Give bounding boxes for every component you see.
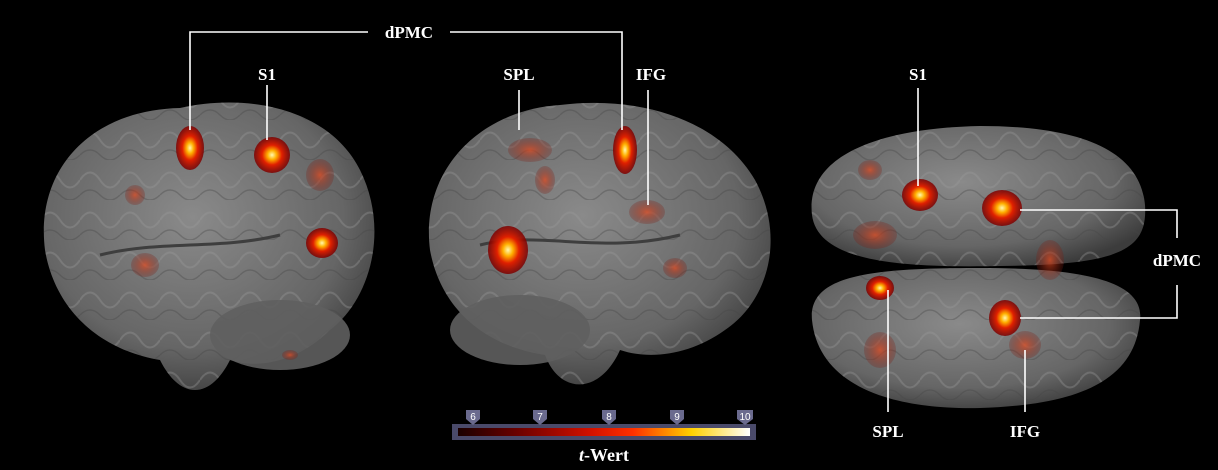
colorbar-tick: 6 [466, 410, 480, 425]
activation-blob [858, 160, 882, 180]
label-dpmc-top: dPMC [385, 23, 433, 42]
label-dpmc-right: dPMC [1153, 251, 1201, 270]
colorbar: 6 7 8 9 10 t-Wert [452, 410, 756, 465]
colorbar-gradient [458, 428, 750, 436]
activation-blob [254, 137, 290, 173]
activation-blob [982, 190, 1022, 226]
activation-blob [866, 276, 894, 300]
colorbar-tick-label: 8 [606, 412, 612, 423]
label-ifg-right: IFG [1010, 422, 1040, 441]
colorbar-tick-label: 7 [537, 412, 543, 423]
colorbar-tick-label: 6 [470, 412, 476, 423]
activation-blob [902, 179, 938, 211]
leader-lines [189, 31, 1178, 412]
label-ifg-middle: IFG [636, 65, 666, 84]
brain-middle-lateral [428, 102, 771, 385]
caption-rest: -Wert [584, 445, 629, 465]
label-s1-right: S1 [909, 65, 927, 84]
brain-left-lateral [43, 102, 375, 390]
activation-blob [1009, 331, 1041, 359]
caption-italic: t [579, 445, 585, 465]
colorbar-tick: 10 [737, 410, 753, 425]
colorbar-tick-label: 10 [739, 412, 751, 423]
colorbar-tick: 8 [602, 410, 616, 425]
activation-blob [629, 200, 665, 224]
activation-blob [853, 221, 897, 249]
activation-blob [613, 126, 637, 174]
activation-blob [306, 228, 338, 258]
colorbar-tick: 9 [670, 410, 684, 425]
colorbar-tick: 7 [533, 410, 547, 425]
brain-right-dorsal [811, 126, 1146, 409]
activation-blob [1036, 240, 1064, 280]
activation-blob [508, 138, 552, 162]
activation-blob [176, 126, 204, 170]
activation-blob [488, 226, 528, 274]
label-spl-middle: SPL [503, 65, 534, 84]
activation-blob [131, 253, 159, 277]
label-s1-left: S1 [258, 65, 276, 84]
activation-blob [282, 350, 298, 360]
activation-blob [989, 300, 1021, 336]
activation-blob [663, 258, 687, 278]
activation-blob [125, 185, 145, 205]
label-spl-right: SPL [872, 422, 903, 441]
activation-blob [864, 332, 896, 368]
activation-blob [535, 166, 555, 194]
colorbar-tick-label: 9 [674, 412, 680, 423]
colorbar-caption: t-Wert [579, 445, 629, 465]
activation-blob [306, 159, 334, 191]
